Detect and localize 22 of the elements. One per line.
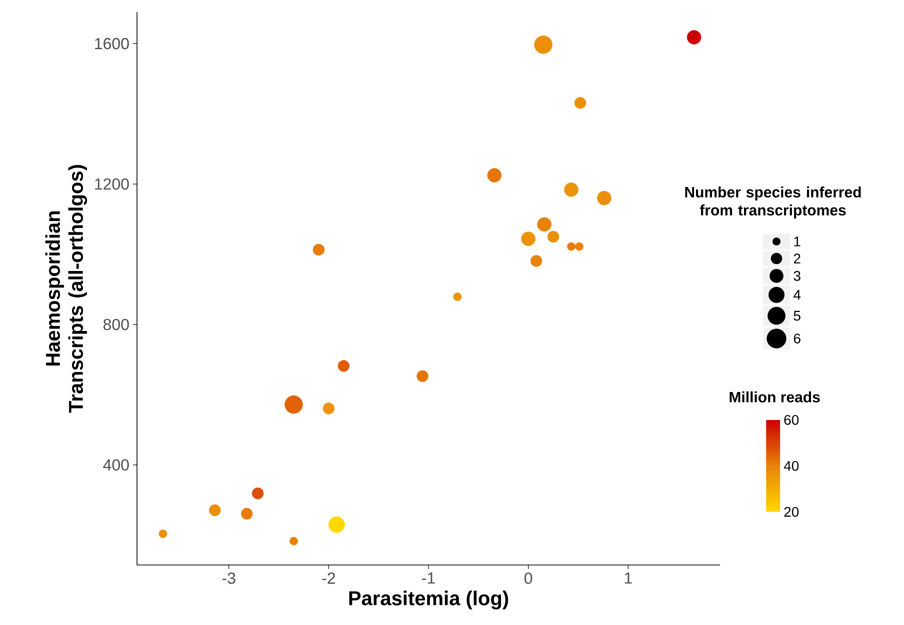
- color-bar-label: 60: [784, 414, 799, 425]
- color-bar-title: Million reads: [730, 391, 820, 402]
- x-tick-label: -3: [222, 572, 236, 584]
- x-tick-label: 1: [624, 572, 632, 584]
- color-bar-label: 40: [784, 460, 799, 471]
- x-tick-label: -2: [322, 572, 335, 584]
- y-tick-label: 800: [103, 318, 129, 330]
- x-axis-title: Parasitemia (log): [349, 590, 508, 610]
- legend-label: 2: [794, 254, 800, 264]
- legend-title: Number species inferred from transcriptomes: [685, 186, 861, 218]
- legend-label: 1: [794, 236, 800, 246]
- color-bar-label: 20: [784, 506, 799, 517]
- x-tick-label: -1: [422, 572, 435, 584]
- legend-label: 3: [794, 270, 800, 281]
- legend-label: 5: [794, 310, 800, 321]
- y-axis-title: Haemosporidian Transcripts (all-ortholgos): [45, 165, 88, 413]
- y-tick-label: 1600: [95, 38, 129, 50]
- y-tick-label: 1200: [95, 178, 129, 190]
- legend-label: 4: [794, 290, 801, 300]
- y-tick-label: 400: [103, 459, 129, 471]
- x-tick-label: 0: [524, 572, 532, 584]
- legend-label: 6: [794, 334, 800, 344]
